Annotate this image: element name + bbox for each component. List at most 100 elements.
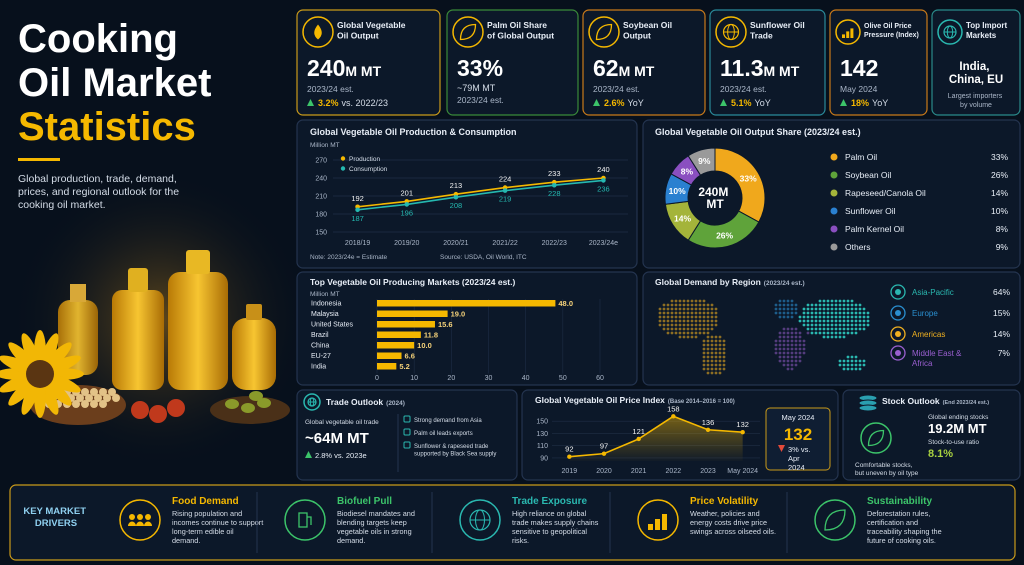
- icon: [637, 499, 679, 541]
- legend-value: 8%: [996, 224, 1009, 234]
- map-dot: [782, 303, 786, 307]
- map-dot: [794, 303, 798, 307]
- map-dot: [714, 347, 718, 351]
- map-dot: [702, 311, 706, 315]
- map-dot: [862, 307, 866, 311]
- data-point: [502, 188, 508, 193]
- data-label: 196: [400, 208, 413, 217]
- map-dot: [798, 319, 802, 323]
- map-dot: [834, 299, 838, 303]
- legend-label: Palm Kernel Oil: [845, 224, 904, 234]
- map-dot: [790, 367, 794, 371]
- title-line: Cooking: [18, 17, 178, 61]
- title-text: Global Demand by Region: [655, 277, 761, 287]
- map-dot: [810, 319, 814, 323]
- kpi-change: 5.1% YoY: [731, 98, 771, 108]
- map-dot: [790, 303, 794, 307]
- legend-label: Soybean Oil: [845, 170, 891, 180]
- map-dot: [826, 303, 830, 307]
- map-dot: [854, 315, 858, 319]
- map-dot: [850, 367, 854, 371]
- driver-title: Sustainability: [867, 496, 932, 507]
- map-dot: [806, 331, 810, 335]
- map-dot: [846, 367, 850, 371]
- map-dot: [702, 319, 706, 323]
- map-dot: [810, 331, 814, 335]
- map-dot: [830, 307, 834, 311]
- slice-label: 9%: [698, 156, 711, 166]
- map-dot: [690, 303, 694, 307]
- icon-glyph: [137, 514, 143, 520]
- map-dot: [710, 307, 714, 311]
- text-part: 11.3: [720, 55, 764, 81]
- map-dot: [790, 315, 794, 319]
- map-dot: [858, 367, 862, 371]
- map-dot: [710, 319, 714, 323]
- map-dot: [794, 363, 798, 367]
- map-dot: [710, 327, 714, 331]
- icon-glyph: [307, 516, 312, 525]
- x-tick-label: 10: [410, 375, 418, 382]
- map-dot: [838, 307, 842, 311]
- data-label: 213: [450, 181, 463, 190]
- region: [798, 299, 870, 371]
- map-dot: [850, 327, 854, 331]
- map-dot: [666, 311, 670, 315]
- region: [774, 327, 810, 371]
- map-dot: [802, 307, 806, 311]
- bottle: [112, 290, 164, 390]
- bar: [377, 331, 421, 338]
- title-underline: [18, 158, 60, 161]
- y-tick-label: 150: [536, 419, 548, 426]
- icon: [459, 499, 501, 541]
- map-dot: [806, 319, 810, 323]
- slice-label: 8%: [681, 167, 694, 177]
- icon-glyph: [314, 24, 322, 40]
- map-dot: [838, 303, 842, 307]
- map-dot: [818, 311, 822, 315]
- bar: [377, 310, 448, 317]
- x-tick-label: 2019/20: [394, 240, 419, 247]
- map-dot: [658, 319, 662, 323]
- map-dot: [706, 331, 710, 335]
- map-dot: [818, 319, 822, 323]
- map-dot: [678, 303, 682, 307]
- data-label: 192: [351, 194, 364, 203]
- icon-ring: [937, 19, 963, 45]
- map-dot: [678, 331, 682, 335]
- map-dot: [818, 299, 822, 303]
- kpi-title: Global Vegetable Oil Output: [337, 20, 408, 41]
- icon: [303, 393, 321, 411]
- map-dot: [674, 299, 678, 303]
- map-dot: [722, 347, 726, 351]
- bar: [377, 342, 415, 349]
- legend-value: 10%: [991, 206, 1008, 216]
- map-dot: [826, 307, 830, 311]
- y-tick-label: 180: [315, 212, 327, 219]
- icon-ring: [715, 16, 747, 48]
- map-dot: [782, 359, 786, 363]
- map-dot: [834, 327, 838, 331]
- map-dot: [794, 327, 798, 331]
- map-dot: [838, 323, 842, 327]
- bean: [108, 388, 116, 396]
- bottle-neck: [70, 284, 86, 302]
- map-dot: [662, 311, 666, 315]
- map-dot: [678, 323, 682, 327]
- map-dot: [850, 299, 854, 303]
- x-tick-label: 50: [559, 375, 567, 382]
- legend-marker: [830, 153, 838, 161]
- map-dot: [686, 315, 690, 319]
- map-dot: [842, 311, 846, 315]
- map-dot: [690, 315, 694, 319]
- driver-text: Rising population and incomes continue t…: [172, 509, 265, 545]
- map-dot: [658, 323, 662, 327]
- map-dot: [722, 339, 726, 343]
- bullet-icon: [403, 415, 411, 423]
- map-dot: [818, 307, 822, 311]
- card-label: Stock-to-use ratio: [928, 439, 979, 446]
- legend-label: Middle East & Africa: [912, 349, 964, 368]
- map-dot: [706, 319, 710, 323]
- map-dot: [702, 315, 706, 319]
